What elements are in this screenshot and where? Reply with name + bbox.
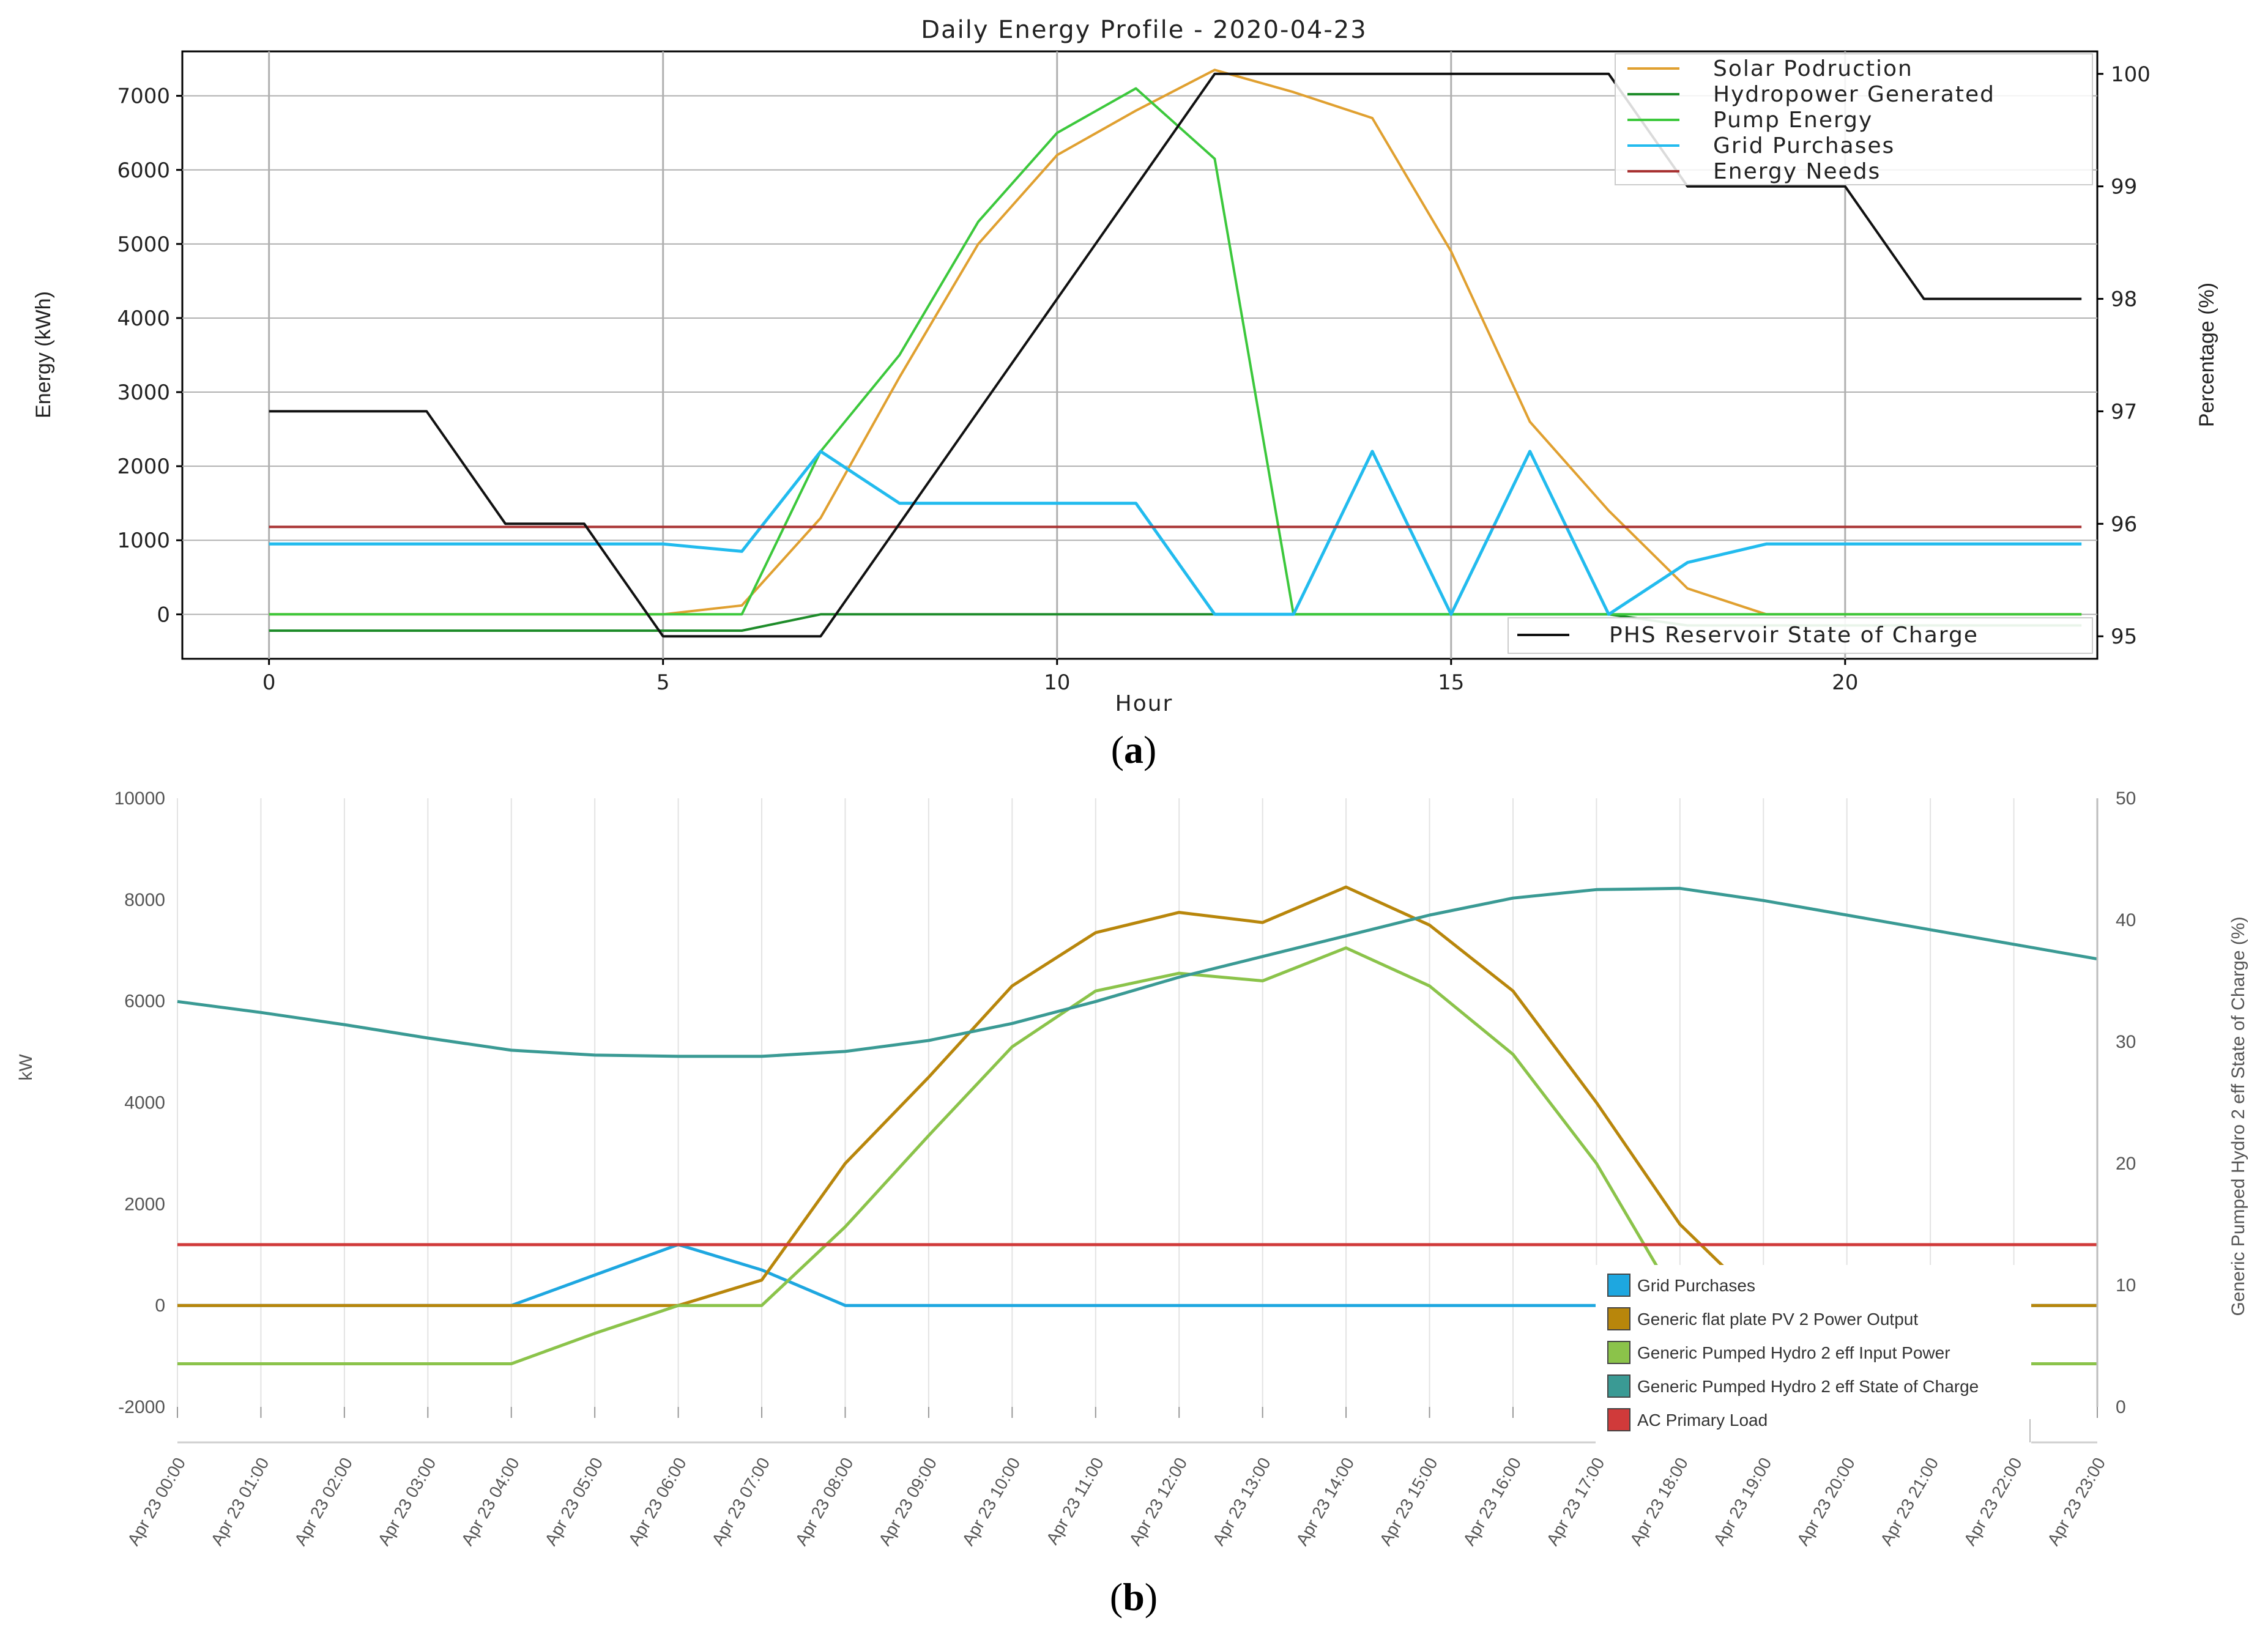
panel-label-b-letter: b (1123, 1575, 1145, 1619)
chart-b-y-tick-label: -2000 (118, 1397, 165, 1417)
chart-a-legend-soc: PHS Reservoir State of Charge (1508, 617, 2093, 654)
legend-label-pv-output: Generic flat plate PV 2 Power Output (1637, 1310, 1918, 1329)
chart-a-ticks: 0 5 10 15 20 0 1000 2000 3000 4000 5000 6000 7000 95 9… (117, 62, 2150, 695)
chart-a-x-axis-label: Hour (1115, 691, 1173, 716)
chart-b-y-tick-label: 4000 (124, 1093, 165, 1113)
legend-label-hydropower: Hydropower Generated (1713, 82, 1995, 107)
chart-a-series-phs-reservoir-state-of-charge (269, 72, 2082, 638)
panel-label-a: (a) (1111, 728, 1157, 771)
chart-a-y2-axis-label: Percentage (%) (2195, 283, 2218, 427)
chart-a: 0 5 10 15 20 0 1000 2000 3000 4000 5000 6000 7000 95 9… (32, 16, 2218, 716)
legend-swatch-hydro-input (1607, 1341, 1630, 1364)
legend-swatch-ac-load (1607, 1408, 1630, 1431)
chart-b-y-tick-label: 10000 (114, 788, 165, 809)
chart-a-y-tick-label: 5000 (117, 232, 170, 257)
chart-b-y2-tick-label: 30 (2116, 1032, 2136, 1052)
legend-swatch-pv-output (1607, 1307, 1630, 1330)
chart-b-y-axis-label: kW (16, 1054, 36, 1081)
panel-label-a-letter: a (1124, 728, 1143, 771)
chart-a-title: Daily Energy Profile - 2020-04-23 (921, 16, 1367, 44)
chart-a-y-tick-label: 6000 (117, 158, 170, 183)
legend-swatch-hydro-soc (1607, 1374, 1630, 1398)
chart-a-y2-tick-label: 100 (2111, 62, 2151, 87)
chart-a-y-axis-label: Energy (kWh) (32, 291, 55, 418)
legend-label-grid-purchases: Grid Purchases (1637, 1276, 1755, 1295)
legend-label-solar: Solar Podruction (1713, 56, 1913, 81)
chart-a-y2-tick-label: 99 (2111, 175, 2137, 199)
chart-b-y2-tick-label: 20 (2116, 1154, 2136, 1174)
legend-label-grid: Grid Purchases (1713, 133, 1895, 158)
chart-a-legend: Solar Podruction Hydropower Generated Pu… (1615, 53, 2093, 185)
chart-a-x-tick-label: 5 (656, 670, 670, 695)
legend-label-ac-load: AC Primary Load (1637, 1411, 1768, 1430)
chart-a-x-tick-label: 0 (262, 670, 276, 695)
legend-label-soc: PHS Reservoir State of Charge (1609, 623, 1979, 648)
legend-label-hydro-input: Generic Pumped Hydro 2 eff Input Power (1637, 1343, 1950, 1362)
chart-a-series (269, 69, 2082, 638)
chart-b-legend: Grid Purchases Generic flat plate PV 2 P… (1596, 1265, 2031, 1448)
chart-a-x-tick-label: 15 (1438, 670, 1464, 695)
legend-label-pump: Pump Energy (1713, 108, 1873, 133)
chart-a-y2-tick-label: 96 (2111, 512, 2137, 536)
chart-a-series-grid-purchases (269, 450, 2082, 616)
chart-a-y-tick-label: 7000 (117, 84, 170, 109)
chart-b-y-tick-label: 2000 (124, 1194, 165, 1214)
chart-a-y-tick-label: 3000 (117, 380, 170, 405)
chart-b-y2-tick-label: 10 (2116, 1275, 2136, 1296)
chart-a-y-tick-label: 2000 (117, 454, 170, 479)
chart-a-y-tick-label: 0 (157, 603, 170, 627)
chart-a-series-pump-energy (269, 87, 2082, 616)
chart-a-x-tick-label: 20 (1832, 670, 1858, 695)
chart-b-y2-tick-label: 0 (2116, 1397, 2126, 1417)
chart-a-y2-tick-label: 97 (2111, 399, 2137, 424)
chart-a-y-tick-label: 4000 (117, 306, 170, 331)
chart-a-y2-tick-label: 98 (2111, 287, 2137, 312)
chart-b-y-tick-label: 8000 (124, 890, 165, 910)
chart-b-y2-axis-label: Generic Pumped Hydro 2 eff State of Char… (2228, 916, 2248, 1316)
chart-b-y-tick-label: 0 (155, 1296, 165, 1316)
chart-b-y-tick-label: 6000 (124, 992, 165, 1012)
chart-a-y-tick-label: 1000 (117, 529, 170, 553)
chart-b-y2-tick-label: 40 (2116, 910, 2136, 930)
legend-swatch-grid-purchases (1607, 1274, 1630, 1297)
chart-b-series-generic-pumped-hydro-2-eff-state-of-charge (177, 886, 2098, 1058)
chart-b-y2-tick-label: 50 (2116, 788, 2136, 809)
legend-label-needs: Energy Needs (1713, 159, 1881, 184)
chart-a-y2-tick-label: 95 (2111, 625, 2137, 649)
chart-a-x-tick-label: 10 (1044, 670, 1070, 695)
panel-label-b: (b) (1110, 1575, 1158, 1619)
legend-label-hydro-soc: Generic Pumped Hydro 2 eff State of Char… (1637, 1377, 1979, 1396)
